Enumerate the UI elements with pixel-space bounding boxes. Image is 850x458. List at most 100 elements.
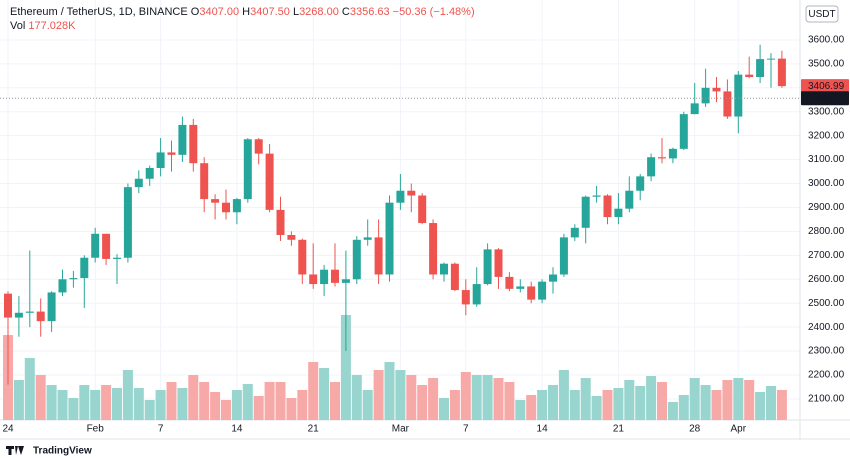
volume-bar bbox=[90, 390, 101, 420]
volume-bar bbox=[428, 378, 439, 420]
candle-body bbox=[145, 167, 154, 179]
footer-brand: TradingView bbox=[33, 446, 92, 457]
candle-body bbox=[396, 190, 405, 203]
volume-bar bbox=[744, 380, 755, 420]
candle-body bbox=[701, 87, 710, 104]
volume-bar bbox=[122, 370, 133, 420]
candle-body bbox=[352, 239, 361, 280]
volume-bar bbox=[526, 395, 537, 420]
volume-bar bbox=[112, 388, 122, 420]
candle-body bbox=[222, 202, 230, 213]
volume-label: Vol bbox=[10, 20, 26, 32]
candle-body bbox=[69, 278, 78, 280]
candle-body bbox=[418, 195, 427, 224]
volume-bar bbox=[242, 384, 253, 420]
candle-body bbox=[734, 74, 743, 117]
change: −50.36 (−1.48%) bbox=[392, 6, 475, 18]
x-tick-label: 21 bbox=[613, 424, 625, 435]
volume-bar bbox=[330, 382, 340, 420]
volume-bar bbox=[308, 362, 319, 420]
candle-body bbox=[625, 190, 634, 209]
volume-bar bbox=[537, 390, 548, 420]
legend-header: Ethereum / TetherUS, 1D, BINANCE O3407.0… bbox=[10, 5, 475, 33]
candle-body bbox=[123, 187, 132, 258]
volume-bar bbox=[68, 398, 79, 420]
field-value: 3407.50 bbox=[250, 6, 290, 18]
field-value: 3268.00 bbox=[299, 6, 339, 18]
candle-body bbox=[614, 208, 623, 218]
field-key: L bbox=[292, 6, 300, 18]
volume-bar bbox=[591, 396, 602, 420]
candle-body bbox=[461, 290, 470, 305]
candle-body bbox=[636, 176, 645, 191]
currency-label[interactable]: USDT bbox=[808, 9, 835, 20]
candle-body bbox=[102, 233, 111, 259]
y-tick-label: 2800.00 bbox=[808, 226, 845, 237]
candle-body bbox=[254, 139, 263, 154]
candle-body bbox=[407, 190, 416, 196]
volume-bar bbox=[776, 390, 787, 420]
volume-bar bbox=[275, 382, 286, 420]
candle-body bbox=[756, 59, 765, 78]
volume-bar bbox=[689, 378, 700, 420]
y-tick-label: 3000.00 bbox=[808, 178, 845, 189]
candle-body bbox=[200, 163, 209, 200]
volume-bar bbox=[319, 368, 330, 420]
candle-body bbox=[483, 249, 492, 285]
volume-bar bbox=[362, 390, 373, 420]
volume-bar bbox=[155, 390, 166, 420]
volume-bar bbox=[406, 375, 417, 420]
candle-body bbox=[494, 249, 503, 277]
candle-body bbox=[113, 257, 121, 259]
x-tick-label: Feb bbox=[87, 424, 105, 435]
volume-bar bbox=[613, 388, 624, 420]
candle-body bbox=[679, 114, 688, 149]
volume-bar bbox=[635, 386, 646, 420]
volume-bar bbox=[395, 370, 406, 420]
symbol: Ethereum / TetherUS, 1D, BINANCE bbox=[10, 6, 188, 18]
candle-body bbox=[440, 263, 448, 275]
candle-body bbox=[374, 237, 383, 275]
x-tick-label: 28 bbox=[689, 424, 701, 435]
volume-bar bbox=[133, 388, 144, 420]
candle-body bbox=[505, 276, 514, 289]
volume-bar bbox=[667, 402, 678, 420]
candle-body bbox=[712, 87, 721, 92]
candle-body bbox=[58, 279, 67, 293]
candle-body bbox=[592, 195, 601, 197]
candle-body bbox=[581, 196, 590, 228]
candle-body bbox=[47, 292, 56, 322]
volume-bar bbox=[733, 378, 744, 420]
candle-body bbox=[91, 233, 100, 258]
y-tick-label: 2200.00 bbox=[808, 370, 845, 381]
candle-body bbox=[80, 257, 89, 279]
volume-bar bbox=[46, 385, 57, 420]
y-tick-label: 3100.00 bbox=[808, 154, 845, 165]
volume-bar bbox=[24, 358, 35, 420]
candle-body bbox=[570, 227, 579, 238]
volume-bar bbox=[678, 395, 689, 420]
volume-bar bbox=[755, 392, 766, 420]
candle-body bbox=[363, 237, 372, 240]
volume-bar bbox=[646, 376, 657, 420]
volume-bar bbox=[35, 375, 46, 420]
volume-bar bbox=[558, 370, 569, 420]
volume-bar bbox=[297, 390, 308, 420]
candle-body bbox=[341, 279, 350, 283]
field-key: H bbox=[242, 6, 251, 18]
candle-body bbox=[603, 195, 612, 218]
field-value: 3407.00 bbox=[199, 6, 240, 18]
price-label-box bbox=[801, 91, 849, 106]
logo bbox=[6, 446, 24, 455]
candle-body bbox=[723, 91, 732, 117]
price-label-box bbox=[801, 79, 849, 94]
candle-body bbox=[298, 239, 307, 275]
header-line: Ethereum / TetherUS, 1D, BINANCE O3407.0… bbox=[10, 5, 475, 19]
volume-bar bbox=[101, 385, 112, 420]
candle-body bbox=[472, 284, 481, 305]
y-tick-label: 2500.00 bbox=[808, 298, 845, 309]
candle-body bbox=[385, 202, 394, 275]
volume-bar bbox=[493, 378, 504, 420]
x-tick-label: Apr bbox=[731, 424, 747, 435]
